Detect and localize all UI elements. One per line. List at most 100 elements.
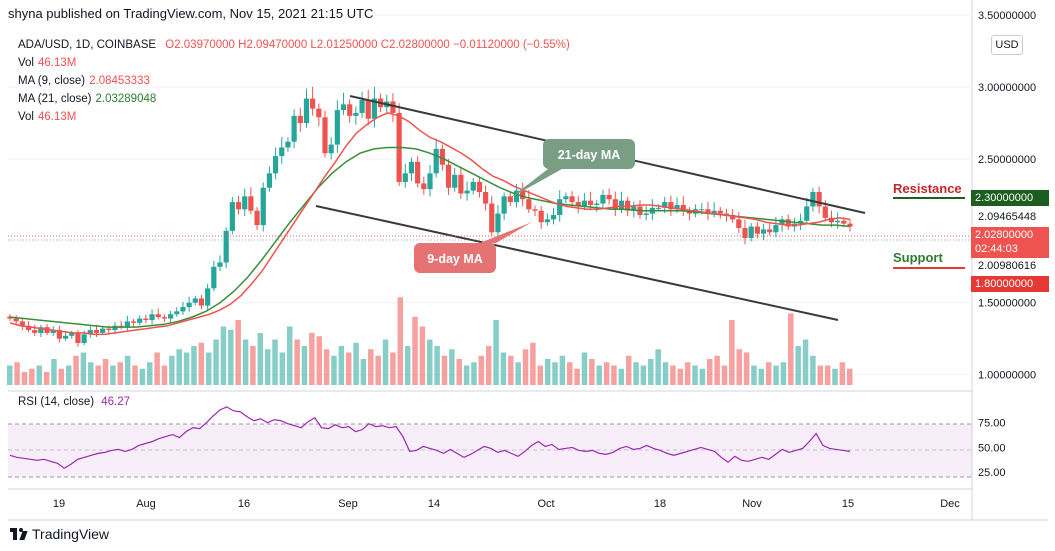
volume-bar (390, 352, 396, 385)
candle-body (161, 317, 168, 319)
brand-name: TradingView (32, 526, 110, 542)
candle-body (260, 187, 266, 226)
candle-body (569, 196, 575, 203)
currency-button[interactable]: USD (991, 35, 1023, 55)
rsi-line (9, 406, 851, 469)
price-tick-label: 2.50000000 (978, 154, 1036, 166)
volume-bar (338, 346, 345, 385)
candle-body (75, 332, 81, 343)
volume-bar (205, 352, 212, 385)
time-tick-label: 15 (842, 498, 854, 510)
candle-body (205, 288, 211, 306)
volume-bar (765, 362, 772, 385)
candle-body (19, 321, 25, 326)
candle-body (643, 213, 649, 216)
tradingview-logo[interactable]: TradingView (10, 526, 109, 542)
candle-body (501, 196, 507, 214)
candle-body (235, 202, 242, 210)
candle-body (458, 174, 464, 194)
candle-body (180, 307, 186, 312)
volume-bar (743, 352, 750, 385)
volume-bar (228, 329, 234, 385)
time-tick-label: 16 (238, 498, 250, 510)
candle-body (618, 200, 625, 210)
candle-body (847, 223, 853, 227)
candle-body (841, 220, 847, 224)
rsi-label[interactable]: RSI (14, close) (18, 396, 95, 408)
volume-bar (412, 316, 418, 385)
symbol-label[interactable]: ADA/USD, 1D, COINBASE (18, 39, 157, 51)
volume-bar (132, 365, 138, 385)
candle-body (532, 209, 538, 211)
candle-body (334, 110, 340, 145)
candle-body (587, 200, 594, 205)
volume-bar (758, 368, 765, 385)
volume-bar (544, 359, 551, 385)
candle-body (100, 328, 106, 333)
candle-body (742, 227, 748, 239)
volume-bar (235, 320, 241, 385)
volume-bar (522, 349, 529, 385)
volume-bar (29, 368, 35, 385)
vol-label: Vol (18, 57, 34, 69)
volume-bar (611, 365, 617, 385)
volume-bar (500, 352, 507, 385)
volume-bar (603, 362, 610, 385)
candle-body (56, 330, 63, 339)
volume-bar (316, 336, 322, 385)
candle-body (143, 318, 149, 320)
volume-bar (375, 355, 381, 385)
candle-body (415, 161, 421, 184)
candle-body (297, 115, 303, 124)
volume-bar (707, 359, 713, 385)
volume-bar (751, 365, 757, 385)
candle-body (371, 98, 378, 119)
volume-bar (832, 368, 838, 385)
ma21-label[interactable]: MA (21, close) (18, 93, 92, 105)
candle-body (489, 203, 495, 233)
volume-bar (463, 365, 470, 385)
vol2-label: Vol (18, 111, 34, 123)
candle-body (816, 192, 822, 207)
candle-body (106, 328, 112, 331)
candle-body (594, 203, 600, 205)
time-tick-label: Dec (940, 498, 960, 510)
volume-bar (250, 346, 256, 385)
volume-bar (73, 355, 79, 385)
candle-body (495, 213, 501, 233)
channel-lower-line (315, 205, 839, 321)
candle-body (328, 144, 334, 154)
volume-bar (596, 365, 602, 385)
volume-bar (301, 346, 308, 385)
volume-bar (102, 359, 109, 385)
candle-body (482, 192, 489, 204)
volume-bar (633, 362, 639, 385)
volume-bar (80, 352, 87, 385)
volume-bar (368, 349, 374, 385)
candle-body (810, 192, 816, 207)
volume-bar (515, 362, 521, 385)
tradingview-icon (10, 528, 28, 540)
volume-bar (272, 339, 278, 385)
candle-body (408, 161, 415, 174)
rsi-value: 46.27 (101, 396, 131, 408)
candle-body (631, 206, 637, 211)
volume-bar (692, 365, 698, 385)
candle-body (322, 117, 328, 154)
candle-body (155, 314, 161, 318)
candle-body (668, 202, 674, 210)
candle-body (32, 330, 38, 333)
volume-bar (323, 349, 330, 385)
candle-body (217, 262, 223, 267)
candle-body (124, 321, 130, 328)
candle-body (730, 215, 736, 220)
volume-bar (88, 362, 94, 385)
candle-body (581, 200, 588, 207)
time-tick-label: Nov (742, 498, 762, 510)
ma9-value: 2.08453333 (89, 75, 150, 87)
candle-body (242, 196, 248, 210)
candle-body (340, 104, 347, 111)
candle-body (303, 98, 310, 124)
ma9-label[interactable]: MA (9, close) (18, 75, 86, 87)
